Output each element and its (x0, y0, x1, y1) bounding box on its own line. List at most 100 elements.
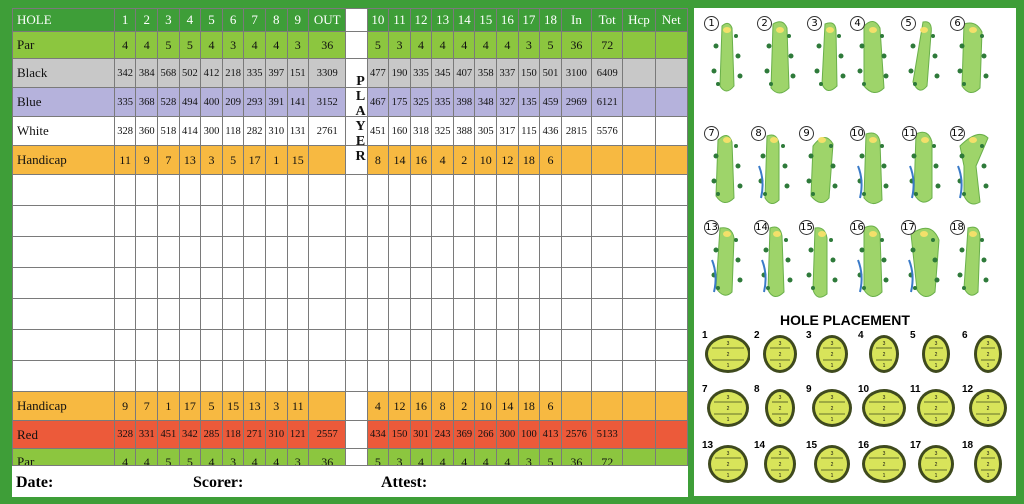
score-cell[interactable] (654, 174, 689, 206)
score-cell[interactable] (654, 360, 689, 392)
score-cell[interactable] (200, 360, 223, 392)
score-cell[interactable] (452, 236, 476, 268)
score-cell[interactable] (221, 174, 245, 206)
score-cell[interactable] (388, 360, 411, 392)
score-cell[interactable] (113, 267, 137, 299)
score-cell[interactable] (517, 360, 541, 392)
score-cell[interactable] (388, 329, 411, 361)
score-cell[interactable] (474, 267, 498, 299)
score-cell[interactable] (135, 298, 159, 330)
score-cell[interactable] (431, 267, 454, 299)
score-cell[interactable] (366, 298, 390, 330)
score-cell[interactable] (308, 267, 347, 299)
score-cell[interactable] (113, 298, 137, 330)
score-cell[interactable] (431, 360, 454, 392)
score-cell[interactable] (135, 329, 159, 361)
score-cell[interactable] (474, 329, 498, 361)
score-cell[interactable] (431, 329, 454, 361)
score-cell[interactable] (135, 205, 159, 237)
score-cell[interactable] (178, 174, 202, 206)
score-cell[interactable] (591, 236, 624, 268)
score-cell[interactable] (560, 298, 593, 330)
score-cell[interactable] (409, 298, 433, 330)
score-cell[interactable] (517, 205, 541, 237)
score-cell[interactable] (286, 174, 310, 206)
score-cell[interactable] (622, 205, 656, 237)
score-cell[interactable] (308, 205, 347, 237)
score-cell[interactable] (496, 236, 519, 268)
score-cell[interactable] (539, 329, 562, 361)
score-cell[interactable] (560, 174, 593, 206)
score-cell[interactable] (135, 360, 159, 392)
score-cell[interactable] (286, 205, 310, 237)
score-cell[interactable] (539, 236, 562, 268)
score-cell[interactable] (157, 360, 180, 392)
score-cell[interactable] (135, 236, 159, 268)
score-cell[interactable] (560, 360, 593, 392)
score-cell[interactable] (264, 267, 288, 299)
score-cell[interactable] (366, 205, 390, 237)
score-cell[interactable] (366, 360, 390, 392)
player-name-cell[interactable] (12, 236, 115, 268)
score-cell[interactable] (308, 360, 347, 392)
score-cell[interactable] (221, 267, 245, 299)
score-cell[interactable] (200, 236, 223, 268)
score-cell[interactable] (157, 205, 180, 237)
score-cell[interactable] (409, 236, 433, 268)
score-cell[interactable] (221, 360, 245, 392)
score-cell[interactable] (474, 205, 498, 237)
score-cell[interactable] (264, 360, 288, 392)
player-name-cell[interactable] (12, 329, 115, 361)
score-cell[interactable] (496, 298, 519, 330)
player-name-cell[interactable] (12, 298, 115, 330)
score-cell[interactable] (200, 298, 223, 330)
score-cell[interactable] (452, 267, 476, 299)
score-cell[interactable] (308, 298, 347, 330)
score-cell[interactable] (431, 298, 454, 330)
score-cell[interactable] (622, 329, 656, 361)
score-cell[interactable] (388, 267, 411, 299)
score-cell[interactable] (264, 205, 288, 237)
score-cell[interactable] (452, 329, 476, 361)
score-cell[interactable] (560, 329, 593, 361)
score-cell[interactable] (366, 236, 390, 268)
score-cell[interactable] (622, 298, 656, 330)
score-cell[interactable] (622, 360, 656, 392)
score-cell[interactable] (157, 298, 180, 330)
score-cell[interactable] (539, 174, 562, 206)
score-cell[interactable] (157, 329, 180, 361)
score-cell[interactable] (560, 267, 593, 299)
score-cell[interactable] (178, 298, 202, 330)
score-cell[interactable] (178, 329, 202, 361)
score-cell[interactable] (243, 360, 266, 392)
player-name-cell[interactable] (12, 174, 115, 206)
score-cell[interactable] (496, 360, 519, 392)
score-cell[interactable] (654, 267, 689, 299)
score-cell[interactable] (366, 267, 390, 299)
score-cell[interactable] (200, 329, 223, 361)
score-cell[interactable] (452, 205, 476, 237)
score-cell[interactable] (496, 174, 519, 206)
score-cell[interactable] (409, 205, 433, 237)
score-cell[interactable] (452, 360, 476, 392)
score-cell[interactable] (113, 329, 137, 361)
score-cell[interactable] (135, 267, 159, 299)
score-cell[interactable] (178, 205, 202, 237)
score-cell[interactable] (264, 174, 288, 206)
score-cell[interactable] (591, 174, 624, 206)
score-cell[interactable] (178, 236, 202, 268)
player-name-cell[interactable] (12, 205, 115, 237)
score-cell[interactable] (517, 298, 541, 330)
score-cell[interactable] (243, 267, 266, 299)
score-cell[interactable] (200, 267, 223, 299)
score-cell[interactable] (496, 205, 519, 237)
score-cell[interactable] (409, 267, 433, 299)
score-cell[interactable] (431, 174, 454, 206)
score-cell[interactable] (178, 360, 202, 392)
score-cell[interactable] (474, 236, 498, 268)
score-cell[interactable] (654, 298, 689, 330)
score-cell[interactable] (409, 174, 433, 206)
score-cell[interactable] (200, 174, 223, 206)
score-cell[interactable] (221, 329, 245, 361)
score-cell[interactable] (308, 174, 347, 206)
